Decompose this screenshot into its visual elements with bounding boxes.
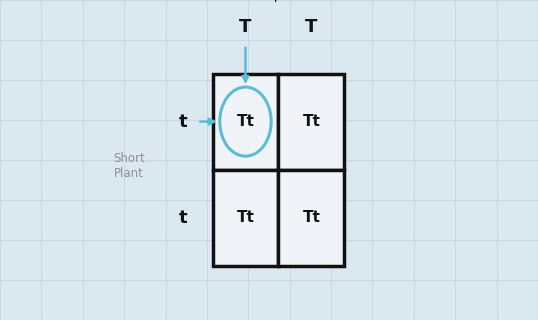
Text: Tt: Tt [237,114,254,129]
Bar [279,170,344,266]
Text: Tt: Tt [302,210,320,225]
Text: Short
Plant: Short Plant [113,152,145,180]
Bar [213,74,279,170]
Text: t: t [179,113,187,131]
Text: T: T [239,18,252,36]
Text: Tt: Tt [237,210,254,225]
Text: T: T [305,18,317,36]
Bar [213,170,279,266]
Text: t: t [179,209,187,227]
Text: Tt: Tt [302,114,320,129]
Text: Tall plant: Tall plant [249,0,308,2]
Bar [279,74,344,170]
